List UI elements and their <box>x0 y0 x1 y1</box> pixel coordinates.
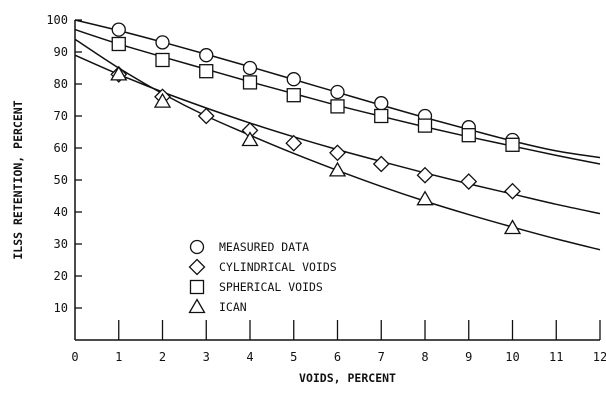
point-cylindrical-voids <box>329 144 346 162</box>
y-tick-label: 60 <box>54 141 68 155</box>
point-measured-data <box>374 96 389 111</box>
legend-marker-measured-data <box>189 239 205 255</box>
fit-curve-cylindrical-voids <box>74 54 601 215</box>
point-cylindrical-voids <box>504 182 521 200</box>
x-tick-label: 6 <box>334 350 341 364</box>
point-spherical-voids <box>286 88 301 103</box>
fit-curves <box>74 19 601 251</box>
point-spherical-voids <box>199 64 214 79</box>
x-tick-label: 2 <box>159 350 166 364</box>
point-spherical-voids <box>111 36 126 52</box>
x-tick-label: 9 <box>465 350 472 364</box>
point-measured-data <box>286 72 301 87</box>
point-ican <box>503 219 522 235</box>
y-tick-label: 40 <box>54 205 68 219</box>
point-ican <box>110 65 128 81</box>
legend-label-ican: ICAN <box>219 300 247 314</box>
x-tick-label: 1 <box>115 350 122 364</box>
point-spherical-voids <box>505 137 520 152</box>
legend-label-spherical-voids: SPHERICAL VOIDS <box>219 280 323 294</box>
x-tick-label: 11 <box>549 350 563 364</box>
y-tick-label: 30 <box>54 237 68 251</box>
y-axis-label: ILSS RETENTION, PERCENT <box>11 100 25 259</box>
point-spherical-voids <box>374 108 389 124</box>
point-spherical-voids <box>330 99 345 114</box>
point-cylindrical-voids <box>285 134 303 152</box>
x-tick-label: 7 <box>378 350 385 364</box>
y-tick-label: 70 <box>54 109 68 123</box>
legend-marker-ican <box>188 298 206 314</box>
point-spherical-voids <box>242 75 258 90</box>
y-tick-label: 20 <box>54 269 68 283</box>
point-measured-data <box>330 84 345 100</box>
x-tick-label: 4 <box>246 350 253 364</box>
legend-marker-spherical-voids <box>189 279 205 295</box>
point-cylindrical-voids <box>416 166 434 184</box>
point-measured-data <box>199 48 214 63</box>
point-spherical-voids <box>155 52 170 68</box>
point-cylindrical-voids <box>460 173 478 191</box>
x-tick-label: 12 <box>593 350 606 364</box>
point-cylindrical-voids <box>372 155 390 173</box>
x-tick-label: 8 <box>421 350 428 364</box>
y-tick-label: 100 <box>46 13 68 27</box>
legend-marker-cylindrical-voids <box>188 258 206 276</box>
y-tick-label: 90 <box>54 45 68 59</box>
y-tick-label: 10 <box>54 301 68 315</box>
y-tick-label: 80 <box>54 77 68 91</box>
point-measured-data <box>155 35 170 50</box>
point-measured-data <box>111 22 126 37</box>
legend: MEASURED DATA CYLINDRICAL VOIDS SPHERICAL … <box>188 239 337 314</box>
point-ican <box>153 92 172 108</box>
y-tick-label: 50 <box>54 173 68 187</box>
x-tick-label: 3 <box>203 350 210 364</box>
point-ican <box>241 131 259 147</box>
x-tick-label: 5 <box>290 350 297 364</box>
point-ican <box>328 161 347 177</box>
point-ican <box>416 190 434 206</box>
x-tick-label: 10 <box>505 350 519 364</box>
point-measured-data <box>242 60 258 76</box>
data-points <box>110 22 522 235</box>
x-tick-label: 0 <box>71 350 78 364</box>
legend-label-measured-data: MEASURED DATA <box>219 240 309 254</box>
legend-label-cylindrical-voids: CYLINDRICAL VOIDS <box>219 260 337 274</box>
point-spherical-voids <box>417 118 433 133</box>
point-cylindrical-voids <box>197 107 215 125</box>
x-axis-label: VOIDS, PERCENT <box>299 371 396 385</box>
point-spherical-voids <box>461 128 476 143</box>
